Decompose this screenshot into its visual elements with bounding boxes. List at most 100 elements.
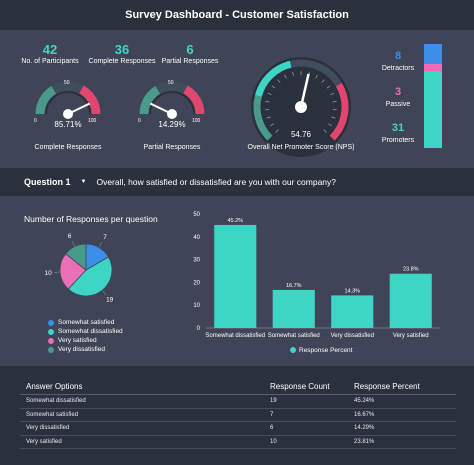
bar-chart: 0 10 20 30 40 50 45.2% Somewhat dissatisfied 16.…: [193, 212, 440, 354]
bar-data-label: 14.3%: [344, 288, 360, 294]
bar-category-label: Very satisfied: [393, 333, 429, 339]
table-cell-answer: Somewhat dissatisfied: [26, 398, 86, 405]
kpi-complete: 36 Complete Responses: [82, 42, 162, 65]
legend-item-very-dissatisfied: Very dissatisfied: [48, 345, 123, 354]
legend-label: Somewhat dissatisfied: [58, 328, 123, 335]
nps-gauge-tick: [292, 71, 294, 76]
legend-dot: [48, 328, 54, 335]
nps-gauge-band: [253, 95, 273, 141]
bar-legend-dot: [290, 347, 296, 353]
gauge-band: [139, 86, 161, 115]
bar[interactable]: [272, 289, 315, 328]
table-cell-count: 7: [270, 411, 274, 418]
table-header-percent: Response Percent: [354, 381, 420, 391]
pie-legend: Somewhat satisfied Somewhat dissatisfied…: [48, 318, 123, 354]
table-row: Somewhat dissatisfied 19 45.24%: [20, 395, 456, 409]
bar-legend-label: Response Percent: [299, 347, 353, 354]
legend-dot: [48, 346, 54, 353]
nps-gauge-band: [254, 60, 292, 98]
gauge-partial-tick-mid: 50: [168, 80, 174, 86]
bar-ytick-label: 20: [193, 280, 200, 286]
table-cell-answer: Somewhat satisfied: [26, 411, 79, 418]
gauge-band: [183, 85, 205, 115]
question-bar: Question 1 ▼ Overall, how satisfied or d…: [0, 168, 474, 196]
nps-gauge-tick: [321, 79, 325, 83]
nps-gauge-tick: [266, 116, 271, 119]
detractors-value: 8: [394, 50, 402, 62]
kpi-participants-label: No. of Participants: [21, 58, 79, 65]
chart-panel: Number of Responses per question 7 19 10 6 …: [0, 196, 474, 366]
bar-category-label: Somewhat dissatisfied: [205, 333, 265, 339]
bar-data-label: 16.7%: [286, 283, 302, 289]
kpi-partial: 6 Partial Responses: [150, 42, 230, 65]
gauge-partial-label: Partial Responses: [143, 144, 201, 151]
table-header: Answer Options Response Count Response P…: [20, 378, 456, 395]
question-text: Overall, how satisfied or dissatisfied a…: [96, 177, 336, 187]
pie-chart-title: Number of Responses per question: [24, 214, 158, 224]
legend-dot: [48, 319, 54, 326]
nps-gauge-tick: [332, 101, 337, 103]
response-table-panel: Answer Options Response Count Response P…: [0, 366, 474, 465]
legend-label: Very dissatisfied: [58, 346, 105, 353]
nps-gauge-tick: [275, 129, 279, 133]
nps-gauge-tick: [284, 74, 287, 79]
passive-label: Passive: [385, 101, 411, 108]
gauge-complete-label: Complete Responses: [34, 144, 102, 151]
legend-dot: [48, 337, 54, 344]
nps-bar-passive: [424, 63, 442, 72]
nps-gauge-hub: [295, 101, 307, 113]
nps-gauge-tick: [315, 74, 318, 79]
pie-slice-label: 10: [44, 270, 52, 277]
nps-gauge-tick: [331, 116, 336, 119]
pie-label-leader: [98, 242, 103, 248]
nps-gauge-band: [329, 82, 349, 141]
gauge-band: [35, 86, 57, 115]
nps-gauge-tick: [265, 101, 270, 103]
table-header-count: Response Count: [270, 381, 330, 391]
gauge-band: [79, 85, 101, 115]
pie-label-leader: [71, 241, 75, 247]
kpi-complete-label: Complete Responses: [88, 58, 156, 65]
kpi-panel: 42 No. of Participants 36 Complete Respo…: [0, 30, 474, 168]
chevron-down-icon[interactable]: ▼: [80, 179, 87, 185]
bar-ytick-label: 30: [193, 258, 200, 264]
gauge-complete-percent: 85.71%: [54, 120, 82, 129]
nps-gauge-tick: [323, 129, 327, 133]
legend-item-very-satisfied: Very satisfied: [48, 336, 123, 345]
kpi-participants: 42 No. of Participants: [10, 42, 90, 65]
nps-gauge-tick: [277, 79, 281, 83]
kpi-participants-value: 42: [42, 42, 58, 57]
promoters-label: Promoters: [381, 137, 415, 144]
gauge-partial: [139, 81, 205, 119]
gauge-nps-label: Overall Net Promoter Score (NPS): [247, 144, 355, 151]
gauge-complete: [35, 81, 101, 119]
bar[interactable]: [331, 295, 374, 328]
nps-bar-promoters: [424, 71, 442, 148]
pie-slice[interactable]: [65, 243, 87, 271]
table-row: Somewhat satisfied 7 16.67%: [20, 409, 456, 422]
promoters-value: 31: [391, 122, 405, 134]
pie-slice-label: 7: [103, 234, 107, 241]
gauge-complete-tick-mid: 50: [64, 80, 70, 86]
legend-label: Very satisfied: [58, 337, 97, 344]
table-cell-percent: 23.81%: [354, 438, 375, 445]
pie-slice-label: 19: [106, 297, 114, 304]
kpi-partial-value: 6: [186, 42, 194, 57]
passive-value: 3: [394, 86, 402, 98]
table-row: Very dissatisfied 6 14.29%: [20, 422, 456, 436]
bar[interactable]: [389, 273, 432, 328]
bar[interactable]: [214, 224, 257, 328]
table-row: Very satisfied 10 23.81%: [20, 436, 456, 449]
bar-ytick-label: 0: [197, 326, 201, 332]
nps-gauge-tick: [326, 85, 331, 89]
question-number[interactable]: Question 1: [24, 177, 71, 187]
bar-data-label: 23.8%: [403, 267, 419, 273]
bar-ytick-label: 40: [193, 235, 200, 241]
pie-chart: 7 19 10 6: [44, 233, 114, 304]
legend-item-somewhat-dissatisfied: Somewhat dissatisfied: [48, 327, 123, 336]
table-cell-percent: 45.24%: [354, 398, 375, 405]
pie-slice[interactable]: [59, 253, 87, 290]
kpi-complete-value: 36: [114, 42, 130, 57]
gauge-hub: [167, 109, 177, 119]
gauge-partial-percent: 14.29%: [158, 120, 186, 129]
